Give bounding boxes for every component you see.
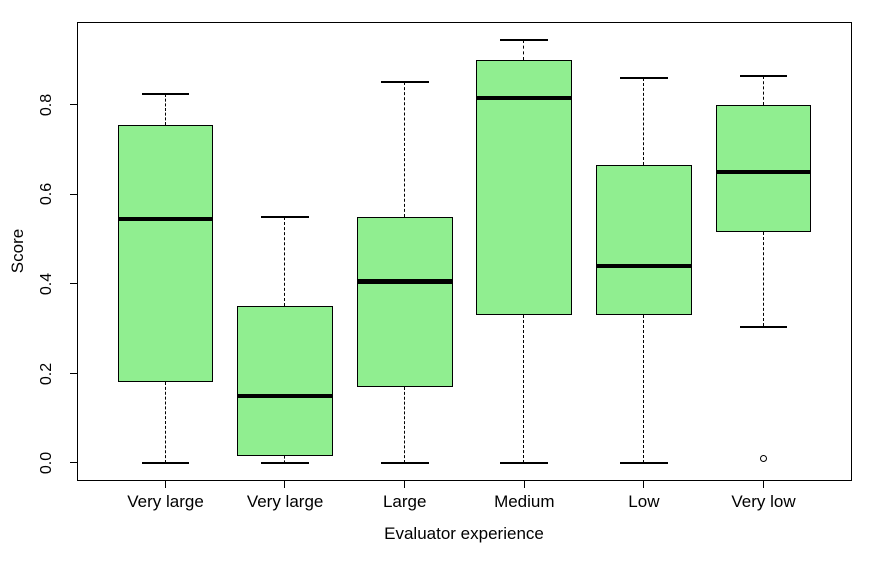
x-axis-title: Evaluator experience <box>384 524 544 543</box>
upper-whisker-cap <box>500 38 549 41</box>
lower-whisker-cap <box>500 462 549 465</box>
x-axis-tick-label: Large <box>382 492 427 511</box>
upper-whisker-cap <box>261 215 309 218</box>
upper-whisker <box>284 216 286 307</box>
lower-whisker <box>523 315 525 464</box>
y-axis-tick <box>70 283 77 285</box>
x-axis-tick-label: Very large <box>127 492 204 511</box>
upper-whisker <box>762 75 764 105</box>
upper-whisker-cap <box>619 76 668 79</box>
lower-whisker-cap <box>739 325 788 328</box>
y-axis-tick-label: 0.6 <box>38 183 55 206</box>
lower-whisker <box>762 232 764 327</box>
box-median <box>117 216 214 222</box>
x-axis-tick <box>403 481 405 488</box>
box-iqr <box>237 306 333 457</box>
upper-whisker-cap <box>380 81 429 84</box>
y-axis-tick <box>70 462 77 464</box>
x-axis-tick <box>762 481 764 488</box>
upper-whisker <box>403 82 405 217</box>
lower-whisker <box>284 456 286 464</box>
y-axis-tick-label: 0.4 <box>38 272 55 296</box>
box-iqr <box>476 60 573 316</box>
x-axis-tick-label: Medium <box>494 492 555 511</box>
y-axis-tick-label: 0.2 <box>38 362 55 385</box>
x-axis-tick <box>284 481 286 488</box>
x-axis-tick <box>523 481 525 488</box>
outlier-point <box>759 455 767 463</box>
lower-whisker-cap <box>141 462 190 465</box>
x-axis-tick-label: Very large <box>246 492 324 511</box>
x-axis-tick-label: Low <box>628 492 660 511</box>
lower-whisker-cap <box>619 462 668 465</box>
box-iqr <box>596 165 692 316</box>
x-axis-tick <box>643 481 645 488</box>
box-iqr <box>356 216 453 387</box>
box-median <box>237 393 333 399</box>
box-median <box>596 263 692 269</box>
box-median <box>356 279 453 284</box>
box-iqr <box>117 124 214 383</box>
upper-whisker-cap <box>141 92 190 95</box>
x-axis-tick <box>164 481 166 488</box>
upper-whisker-cap <box>739 74 788 77</box>
upper-whisker <box>164 93 166 125</box>
upper-whisker <box>643 77 645 166</box>
x-axis-tick-label: Very low <box>731 492 796 511</box>
y-axis-tick-label: 0.0 <box>38 451 55 475</box>
y-axis-title: Score <box>8 228 27 274</box>
lower-whisker <box>643 315 645 464</box>
y-axis-tick <box>70 372 77 374</box>
box-median <box>715 169 812 175</box>
box-median <box>476 95 573 101</box>
y-axis-tick <box>70 193 77 195</box>
lower-whisker <box>164 382 166 464</box>
lower-whisker-cap <box>261 462 309 465</box>
lower-whisker-cap <box>380 462 429 465</box>
upper-whisker <box>523 39 525 61</box>
y-axis-tick-label: 0.8 <box>38 93 55 116</box>
lower-whisker <box>403 386 405 464</box>
box-iqr <box>715 104 812 233</box>
y-axis-tick <box>70 104 77 106</box>
